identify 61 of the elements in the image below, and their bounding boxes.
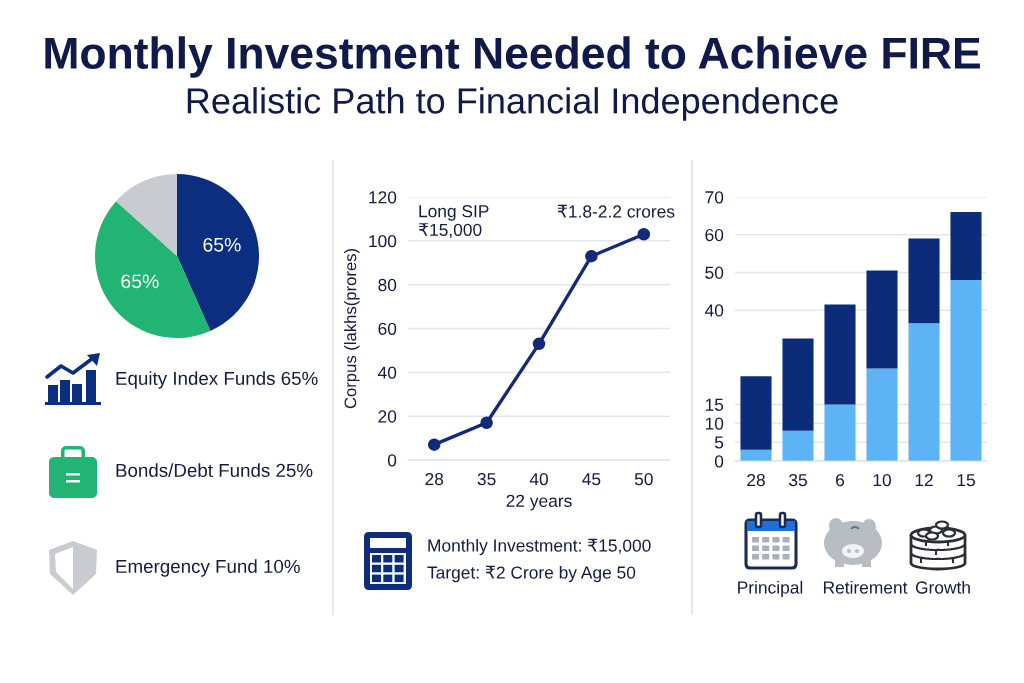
x-tick-label: 45	[582, 473, 601, 486]
point	[427, 438, 441, 451]
bar	[866, 270, 898, 369]
y-tick-label: 40	[377, 366, 397, 379]
x-tick-label: 10	[873, 473, 891, 487]
bar	[782, 338, 814, 431]
point	[480, 416, 493, 429]
x-tick-label: 50	[634, 472, 653, 486]
legend-label: Emergency Fund 10%	[116, 559, 300, 577]
y-tick-label: 5	[714, 436, 724, 449]
annotation: Long SIP ₹15,000	[418, 205, 489, 239]
y-tick-label: 40	[704, 304, 724, 317]
pie-slice	[116, 174, 177, 256]
x-tick-label: 6	[836, 473, 845, 487]
point	[637, 228, 651, 241]
x-tick-label: 28	[425, 472, 444, 486]
point	[532, 337, 546, 351]
bar	[740, 376, 772, 450]
pie-slice	[177, 174, 259, 331]
text: Target: ₹2 Crore by Age 50	[427, 565, 636, 583]
bar	[908, 323, 940, 461]
y-axis-title: Corpus (lakhs(prores)	[344, 248, 360, 409]
x-tick-label: 35	[789, 473, 807, 487]
y-tick-label: 120	[369, 191, 397, 204]
bar	[950, 212, 982, 280]
x-tick-label: 40	[529, 472, 548, 486]
text: Monthly Investment Needed to Achieve FIRE	[45, 36, 980, 78]
text: Realistic Path to Financial Independence	[187, 87, 838, 121]
point	[585, 249, 598, 263]
y-tick-label: 15	[705, 398, 724, 411]
bar	[740, 449, 772, 461]
y-tick-label: 70	[705, 191, 724, 204]
data-label: 65%	[121, 274, 159, 289]
bar	[824, 404, 856, 461]
y-tick-label: 0	[714, 455, 724, 468]
text: Growth	[915, 580, 970, 594]
annotation: ₹1.8-2.2 crores	[557, 204, 675, 218]
x-tick-label: 35	[477, 472, 496, 486]
y-tick-label: 10	[705, 417, 724, 430]
bar	[782, 430, 814, 461]
x-axis-title: 22 years	[506, 494, 572, 511]
y-tick-label: 20	[378, 410, 397, 423]
y-tick-label: 60	[705, 228, 724, 242]
y-tick-label: 0	[387, 454, 397, 467]
data-label: 65%	[203, 237, 241, 252]
text: Retirement	[823, 580, 908, 594]
x-tick-label: 12	[915, 473, 933, 487]
legend-label: Equity Index Funds 65%	[116, 371, 318, 389]
y-tick-label: 60	[378, 322, 397, 335]
y-tick-label: 50	[705, 266, 724, 279]
text: Principal	[738, 580, 803, 598]
bar	[950, 279, 982, 461]
bar	[908, 238, 940, 324]
text: Monthly Investment: ₹15,000	[428, 538, 651, 556]
bar	[866, 368, 898, 461]
x-tick-label: 28	[747, 473, 765, 487]
x-tick-label: 15	[957, 474, 975, 487]
bar	[824, 304, 856, 405]
legend-label: Bonds/Debt Funds 25%	[116, 463, 313, 478]
y-tick-label: 100	[369, 235, 397, 248]
y-tick-label: 80	[378, 278, 397, 292]
